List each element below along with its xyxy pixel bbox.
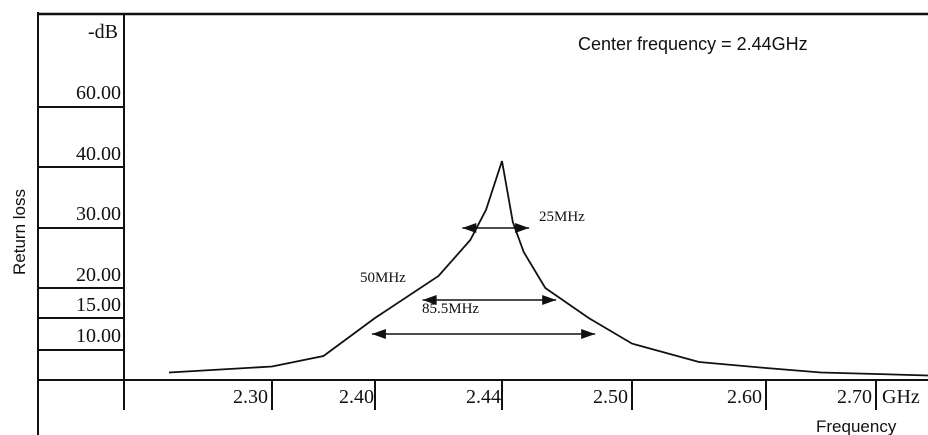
y-tick-label-40: 40.00 <box>76 143 121 165</box>
y-unit-label: -dB <box>88 21 118 43</box>
annotation-arrowhead-0-right <box>515 223 530 233</box>
annotation-25mhz: 25MHz <box>539 209 585 225</box>
annotation-85-5mhz: 85.5MHz <box>422 301 479 317</box>
x-tick-label-260: 2.60 <box>727 386 762 408</box>
x-axis-title: Frequency <box>816 417 897 435</box>
y-tick-label-20: 20.00 <box>76 264 121 286</box>
x-tick-marks <box>271 380 877 410</box>
x-tick-label-270: 2.70 <box>837 386 872 408</box>
y-axis-title: Return loss <box>10 189 29 275</box>
y-tick-label-15: 15.00 <box>76 294 121 316</box>
annotation-arrowhead-0-left <box>462 223 477 233</box>
annotation-50mhz: 50MHz <box>360 270 406 286</box>
x-tick-label-230: 2.30 <box>233 386 268 408</box>
x-tick-label-244: 2.44 <box>466 386 501 408</box>
series-curve <box>168 160 928 377</box>
axis-frame <box>37 12 928 435</box>
x-unit-label: GHz <box>882 386 920 408</box>
x-tick-label-240: 2.40 <box>339 386 374 408</box>
y-tick-lines <box>38 106 124 351</box>
x-tick-label-250: 2.50 <box>593 386 628 408</box>
annotation-arrowhead-2-right <box>581 329 596 339</box>
y-tick-label-10: 10.00 <box>76 325 121 347</box>
bandwidth-arrows <box>371 223 596 339</box>
y-tick-label-30: 30.00 <box>76 203 121 225</box>
chart-title: Center frequency = 2.44GHz <box>578 34 808 54</box>
annotation-arrowhead-1-right <box>542 295 557 305</box>
annotation-arrowhead-2-left <box>371 329 386 339</box>
y-tick-label-60: 60.00 <box>76 82 121 104</box>
annotation-arrowhead-1-left <box>422 295 437 305</box>
